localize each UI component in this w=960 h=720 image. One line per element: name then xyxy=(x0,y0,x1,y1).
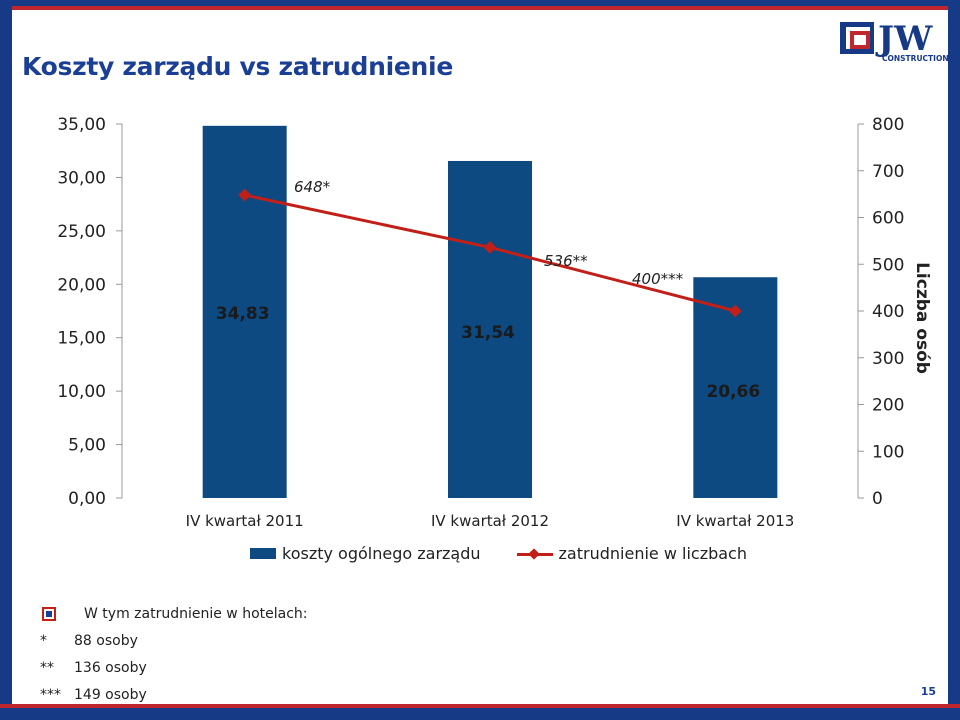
left-y-axis: 0,00 5,00 10,00 15,00 20,00 25,00 30,00 35,00 xyxy=(57,115,123,509)
left-tick-label: 30,00 xyxy=(57,168,106,188)
chart-legend: koszty ogólnego zarządu zatrudnienie w l… xyxy=(250,544,783,563)
footnote-text: 149 osoby xyxy=(74,686,147,703)
right-tick-label: 700 xyxy=(872,162,904,182)
bar xyxy=(202,125,287,498)
right-tick-label: 0 xyxy=(872,489,883,509)
page-title: Koszty zarządu vs zatrudnienie xyxy=(22,52,453,81)
footnotes: W tym zatrudnienie w hotelach: * 88 osob… xyxy=(40,600,308,708)
legend-item-line: zatrudnienie w liczbach xyxy=(516,544,747,563)
bar-value-label: 20,66 xyxy=(706,382,760,402)
right-tick-label: 400 xyxy=(872,302,904,322)
footnote-text: 136 osoby xyxy=(74,659,147,676)
logo-mark-text: JW xyxy=(875,19,933,59)
bottom-accent xyxy=(0,704,960,708)
left-border xyxy=(0,0,12,720)
company-logo: JW CONSTRUCTION xyxy=(840,19,949,63)
bar-value-label: 31,54 xyxy=(461,323,515,343)
legend-bar-swatch xyxy=(250,548,276,559)
bar xyxy=(448,160,532,498)
bullet-square-icon xyxy=(42,606,56,621)
footnote-mark: * xyxy=(40,632,47,649)
legend-line-swatch xyxy=(516,547,553,561)
left-tick-label: 20,00 xyxy=(57,275,106,295)
footnote-mark: *** xyxy=(40,686,61,703)
legend-bar-label: koszty ogólnego zarządu xyxy=(282,544,481,563)
legend-line-label: zatrudnienie w liczbach xyxy=(558,544,747,563)
line-series: 648* 536** 400*** xyxy=(238,178,742,318)
top-accent xyxy=(0,6,960,10)
left-tick-label: 5,00 xyxy=(68,436,106,456)
bar-series: 34,83 31,54 20,66 xyxy=(202,125,778,498)
footnote-item: * 88 osoby xyxy=(40,627,308,654)
footnote-heading: W tym zatrudnienie w hotelach: xyxy=(84,605,308,622)
right-y-axis: 0 100 200 300 400 500 600 700 800 xyxy=(857,115,904,509)
right-tick-label: 500 xyxy=(872,255,904,275)
footnote-heading-row: W tym zatrudnienie w hotelach: xyxy=(40,600,308,627)
left-tick-label: 15,00 xyxy=(57,329,106,349)
right-tick-label: 100 xyxy=(872,442,904,462)
category-label: IV kwartał 2012 xyxy=(431,512,549,530)
left-tick-label: 10,00 xyxy=(57,382,106,402)
line-marker xyxy=(483,241,497,254)
line-annotation: 400*** xyxy=(632,270,684,288)
right-tick-label: 600 xyxy=(872,209,904,229)
footnote-item: *** 149 osoby xyxy=(40,681,308,708)
right-border xyxy=(948,0,960,720)
footnote-text: 88 osoby xyxy=(74,632,138,649)
x-axis-categories: IV kwartał 2011 IV kwartał 2012 IV kwartał… xyxy=(186,512,795,530)
line-annotation: 536** xyxy=(544,252,588,270)
footnote-mark: ** xyxy=(40,659,54,676)
line-marker xyxy=(238,188,252,202)
right-tick-label: 200 xyxy=(872,396,904,416)
left-tick-label: 35,00 xyxy=(57,115,106,135)
left-tick-label: 0,00 xyxy=(68,489,106,509)
top-border xyxy=(0,0,960,6)
bottom-border xyxy=(0,708,960,720)
category-label: IV kwartał 2011 xyxy=(186,512,304,530)
combo-chart: 0,00 5,00 10,00 15,00 20,00 25,00 30,00 35,00 0… xyxy=(57,115,932,530)
left-tick-label: 25,00 xyxy=(57,222,106,242)
logo-subtext: CONSTRUCTION xyxy=(882,54,949,63)
line-annotation: 648* xyxy=(294,178,331,196)
page-number: 15 xyxy=(920,685,936,698)
right-tick-label: 300 xyxy=(872,349,904,369)
legend-item-bars: koszty ogólnego zarządu xyxy=(250,544,481,563)
right-axis-title: Liczba osób xyxy=(912,262,932,374)
right-tick-label: 800 xyxy=(872,115,904,135)
category-label: IV kwartał 2013 xyxy=(676,512,794,530)
footnote-item: ** 136 osoby xyxy=(40,654,308,681)
bar-value-label: 34,83 xyxy=(216,304,270,324)
